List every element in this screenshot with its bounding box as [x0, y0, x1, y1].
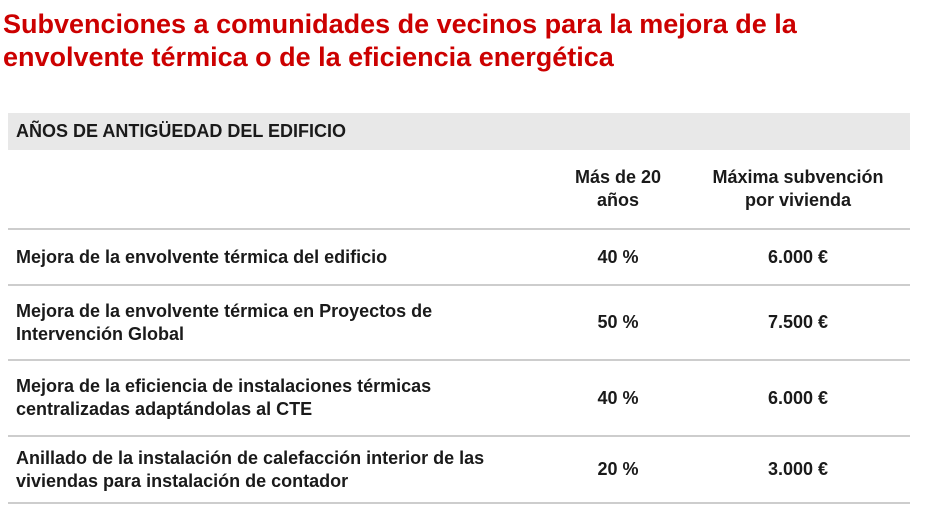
- table-row: Mejora de la envolvente térmica del edif…: [8, 228, 910, 284]
- row-concept: Anillado de la instalación de calefacció…: [16, 447, 485, 491]
- table-section-header-bar: AÑOS DE ANTIGÜEDAD DEL EDIFICIO: [8, 113, 910, 150]
- column-header-max-subsidy: Máxima subvención por vivienda: [688, 166, 908, 212]
- row-subsidy-percentage: 40 %: [597, 246, 639, 267]
- column-header-age-over-20-label: Más de 20 años: [574, 167, 662, 210]
- column-header-max-subsidy-label: Máxima subvención por vivienda: [712, 167, 884, 210]
- table-row: Mejora de la envolvente térmica en Proye…: [8, 284, 910, 359]
- row-subsidy-percentage: 20 %: [597, 459, 639, 479]
- column-header-age-over-20: Más de 20 años: [548, 166, 688, 212]
- row-concept: Mejora de la envolvente térmica en Proye…: [16, 300, 433, 344]
- subsidy-table: AÑOS DE ANTIGÜEDAD DEL EDIFICIO Más de 2…: [8, 113, 910, 504]
- row-subsidy-percentage: 50 %: [597, 312, 639, 332]
- row-max-subsidy: 3.000 €: [767, 459, 829, 479]
- table-row: Anillado de la instalación de calefacció…: [8, 435, 910, 502]
- table-section-header-label: AÑOS DE ANTIGÜEDAD DEL EDIFICIO: [16, 121, 347, 141]
- table-column-header-row: Más de 20 años Máxima subvención por viv…: [8, 150, 910, 228]
- row-max-subsidy: 7.500 €: [767, 312, 829, 332]
- table-row: Mejora de la eficiencia de instalaciones…: [8, 359, 910, 435]
- row-concept: Mejora de la eficiencia de instalaciones…: [16, 376, 432, 419]
- row-max-subsidy: 6.000 €: [767, 246, 829, 267]
- page-title-line-2: envolvente térmica o de la eficiencia en…: [3, 42, 614, 72]
- table-body: Mejora de la envolvente térmica del edif…: [8, 228, 910, 504]
- row-concept: Mejora de la envolvente térmica del edif…: [16, 246, 388, 267]
- row-max-subsidy: 6.000 €: [767, 387, 829, 408]
- row-subsidy-percentage: 40 %: [597, 387, 639, 408]
- page-title-line-1: Subvenciones a comunidades de vecinos pa…: [3, 9, 797, 39]
- page-title: Subvenciones a comunidades de vecinos pa…: [3, 8, 907, 74]
- page: Subvenciones a comunidades de vecinos pa…: [0, 8, 927, 519]
